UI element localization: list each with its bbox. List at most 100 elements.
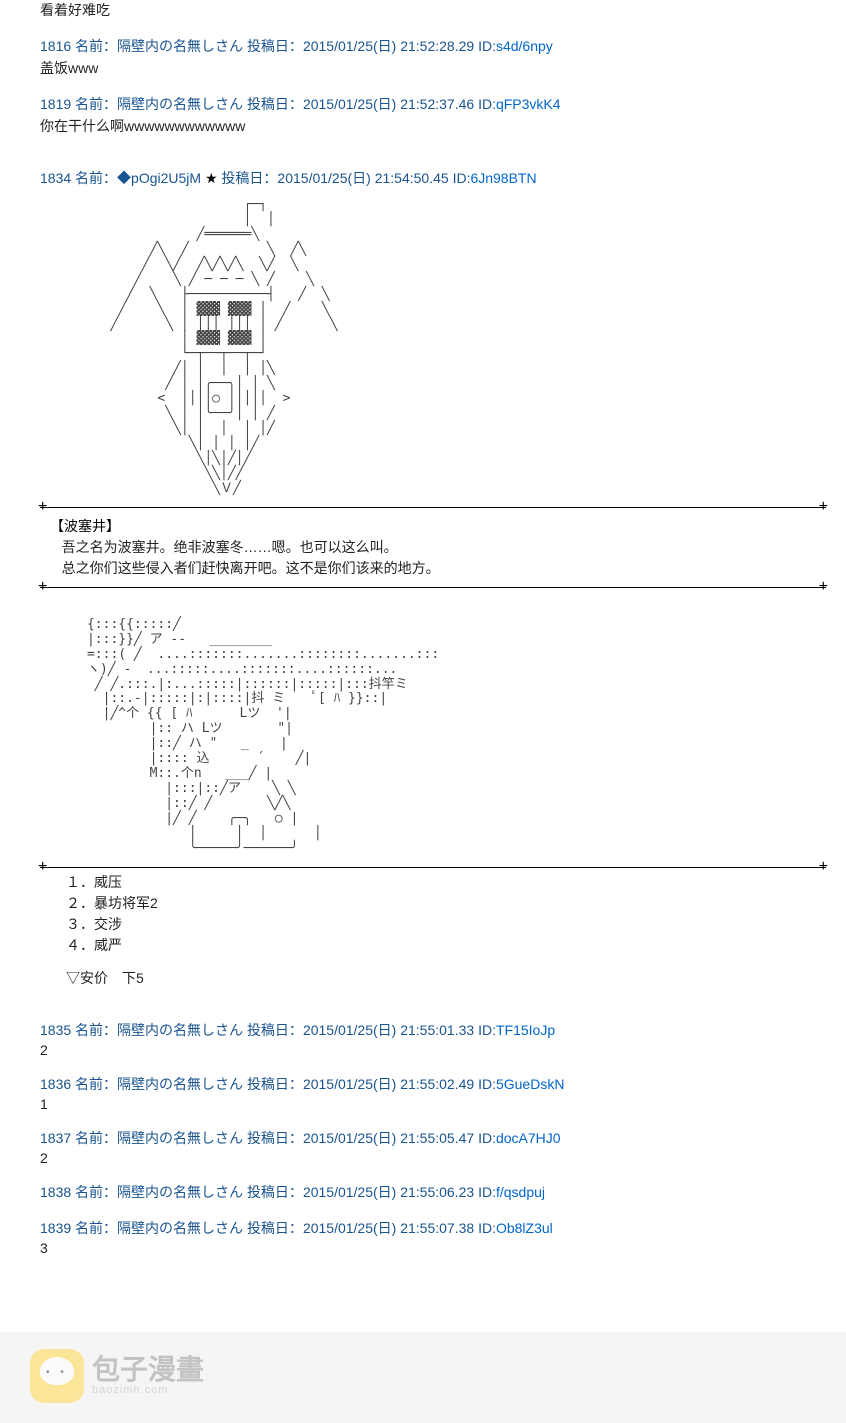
option-2: ２．暴坊将军2	[66, 893, 826, 914]
baozi-icon	[30, 1349, 84, 1403]
poster-name: 隔壁内の名無しさん	[117, 96, 243, 112]
post-number: 1834	[40, 170, 71, 186]
post-body: 1	[40, 1096, 826, 1112]
name-label: 名前：	[75, 170, 117, 186]
divider-line	[40, 867, 826, 868]
post-date: 2015/01/25(日) 21:55:05.47	[303, 1130, 474, 1146]
option-3: ３．交涉	[66, 914, 826, 935]
date-label: 投稿日：	[247, 96, 303, 112]
watermark-title: 包子漫畫	[92, 1356, 204, 1384]
id-label: ID:	[478, 1076, 496, 1092]
divider-line	[40, 587, 826, 588]
post-number: 1839	[40, 1220, 71, 1236]
post-id[interactable]: qFP3vkK4	[496, 96, 561, 112]
watermark: 包子漫畫 baozimh.com	[30, 1349, 204, 1403]
name-label: 名前：	[75, 1184, 117, 1200]
post-date: 2015/01/25(日) 21:52:37.46	[303, 96, 474, 112]
option-1: １．威压	[66, 872, 826, 893]
post: 1819 名前：隔壁内の名無しさん 投稿日：2015/01/25(日) 21:5…	[40, 94, 826, 136]
post-number: 1816	[40, 38, 71, 54]
post-header: 1838 名前：隔壁内の名無しさん 投稿日：2015/01/25(日) 21:5…	[40, 1182, 826, 1202]
dialogue-line: 总之你们这些侵入者们赶快离开吧。这不是你们该来的地方。	[62, 560, 440, 576]
id-label: ID:	[478, 1022, 496, 1038]
date-label: 投稿日：	[221, 170, 277, 186]
id-label: ID:	[478, 1130, 496, 1146]
id-label: ID:	[478, 1184, 496, 1200]
story-text: 【波塞井】 吾之名为波塞井。绝非波塞冬……嗯。也可以这么叫。 总之你们这些侵入者…	[40, 512, 826, 583]
name-label: 名前：	[75, 1130, 117, 1146]
name-label: 名前：	[75, 38, 117, 54]
post-id[interactable]: s4d/6npy	[496, 38, 553, 54]
poster-name: 隔壁内の名無しさん	[117, 1220, 243, 1236]
anchor-text: ▽安价 下5	[40, 968, 826, 988]
date-label: 投稿日：	[247, 1184, 303, 1200]
post-number: 1819	[40, 96, 71, 112]
poster-name: 隔壁内の名無しさん	[117, 1022, 243, 1038]
post-body: 你在干什么啊wwwwwwwwwwww	[40, 116, 826, 136]
post-body: 盖饭www	[40, 58, 826, 78]
post-id[interactable]: docA7HJ0	[496, 1130, 561, 1146]
post: 看着好难吃	[40, 0, 826, 20]
post: 1838 名前：隔壁内の名無しさん 投稿日：2015/01/25(日) 21:5…	[40, 1182, 826, 1202]
post-header: 1816 名前：隔壁内の名無しさん 投稿日：2015/01/25(日) 21:5…	[40, 36, 826, 56]
name-label: 名前：	[75, 1076, 117, 1092]
post-body: 3	[40, 1240, 826, 1256]
post-header: 1837 名前：隔壁内の名無しさん 投稿日：2015/01/25(日) 21:5…	[40, 1128, 826, 1148]
poster-name: 隔壁内の名無しさん	[117, 38, 243, 54]
post-id[interactable]: 6Jn98BTN	[470, 170, 536, 186]
ascii-art-girl: {:::{{:::::╱ |:::}}╱ ア -- ________ =:::(…	[40, 618, 826, 857]
ascii-art-viking: ┌─┐ │ │ ╱══════╲ ╱╲ ╱ ╲ ╱╲ ╱ ╲╱ ╱╲╱╲╱╲ ╲…	[40, 198, 826, 497]
post-number: 1836	[40, 1076, 71, 1092]
post-number: 1838	[40, 1184, 71, 1200]
post-header: 1819 名前：隔壁内の名無しさん 投稿日：2015/01/25(日) 21:5…	[40, 94, 826, 114]
post-date: 2015/01/25(日) 21:55:02.49	[303, 1076, 474, 1092]
dialogue-line: 吾之名为波塞井。绝非波塞冬……嗯。也可以这么叫。	[62, 539, 398, 555]
post-id[interactable]: f/qsdpuj	[496, 1184, 545, 1200]
post-number: 1837	[40, 1130, 71, 1146]
post-id[interactable]: 5GueDskN	[496, 1076, 564, 1092]
date-label: 投稿日：	[247, 38, 303, 54]
post-header: 1839 名前：隔壁内の名無しさん 投稿日：2015/01/25(日) 21:5…	[40, 1218, 826, 1238]
post-date: 2015/01/25(日) 21:54:50.45	[277, 170, 448, 186]
thread-container: 看着好难吃 1816 名前：隔壁内の名無しさん 投稿日：2015/01/25(日…	[0, 0, 846, 1332]
post-header: 1836 名前：隔壁内の名無しさん 投稿日：2015/01/25(日) 21:5…	[40, 1074, 826, 1094]
option-4: ４．威严	[66, 935, 826, 956]
post-body: 2	[40, 1150, 826, 1166]
date-label: 投稿日：	[247, 1130, 303, 1146]
post-header: 1835 名前：隔壁内の名無しさん 投稿日：2015/01/25(日) 21:5…	[40, 1020, 826, 1040]
post-story: 1834 名前：◆pOgi2U5jM ★ 投稿日：2015/01/25(日) 2…	[40, 168, 826, 988]
character-name: 【波塞井】	[50, 518, 120, 534]
id-label: ID:	[478, 96, 496, 112]
post-number: 1835	[40, 1022, 71, 1038]
id-label: ID:	[478, 38, 496, 54]
name-label: 名前：	[75, 1022, 117, 1038]
post-id[interactable]: TF15IoJp	[496, 1022, 555, 1038]
poster-name: 隔壁内の名無しさん	[117, 1076, 243, 1092]
id-label: ID:	[453, 170, 471, 186]
watermark-text-wrap: 包子漫畫 baozimh.com	[92, 1356, 204, 1396]
id-label: ID:	[478, 1220, 496, 1236]
post: 1816 名前：隔壁内の名無しさん 投稿日：2015/01/25(日) 21:5…	[40, 36, 826, 78]
date-label: 投稿日：	[247, 1076, 303, 1092]
divider-line	[40, 507, 826, 508]
name-label: 名前：	[75, 1220, 117, 1236]
post-body: 看着好难吃	[40, 0, 826, 20]
poster-trip: ◆pOgi2U5jM	[117, 170, 201, 186]
poster-name: 隔壁内の名無しさん	[117, 1130, 243, 1146]
star-icon: ★	[205, 170, 218, 186]
post-date: 2015/01/25(日) 21:55:06.23	[303, 1184, 474, 1200]
choice-options: １．威压 ２．暴坊将军2 ３．交涉 ４．威严	[40, 872, 826, 956]
watermark-sub: baozimh.com	[92, 1384, 204, 1396]
post-date: 2015/01/25(日) 21:55:01.33	[303, 1022, 474, 1038]
post: 1835 名前：隔壁内の名無しさん 投稿日：2015/01/25(日) 21:5…	[40, 1020, 826, 1058]
post-id[interactable]: Ob8lZ3ul	[496, 1220, 553, 1236]
date-label: 投稿日：	[247, 1220, 303, 1236]
post-header: 1834 名前：◆pOgi2U5jM ★ 投稿日：2015/01/25(日) 2…	[40, 168, 826, 188]
post: 1837 名前：隔壁内の名無しさん 投稿日：2015/01/25(日) 21:5…	[40, 1128, 826, 1166]
post-date: 2015/01/25(日) 21:55:07.38	[303, 1220, 474, 1236]
date-label: 投稿日：	[247, 1022, 303, 1038]
post-date: 2015/01/25(日) 21:52:28.29	[303, 38, 474, 54]
poster-name: 隔壁内の名無しさん	[117, 1184, 243, 1200]
post: 1836 名前：隔壁内の名無しさん 投稿日：2015/01/25(日) 21:5…	[40, 1074, 826, 1112]
post: 1839 名前：隔壁内の名無しさん 投稿日：2015/01/25(日) 21:5…	[40, 1218, 826, 1256]
